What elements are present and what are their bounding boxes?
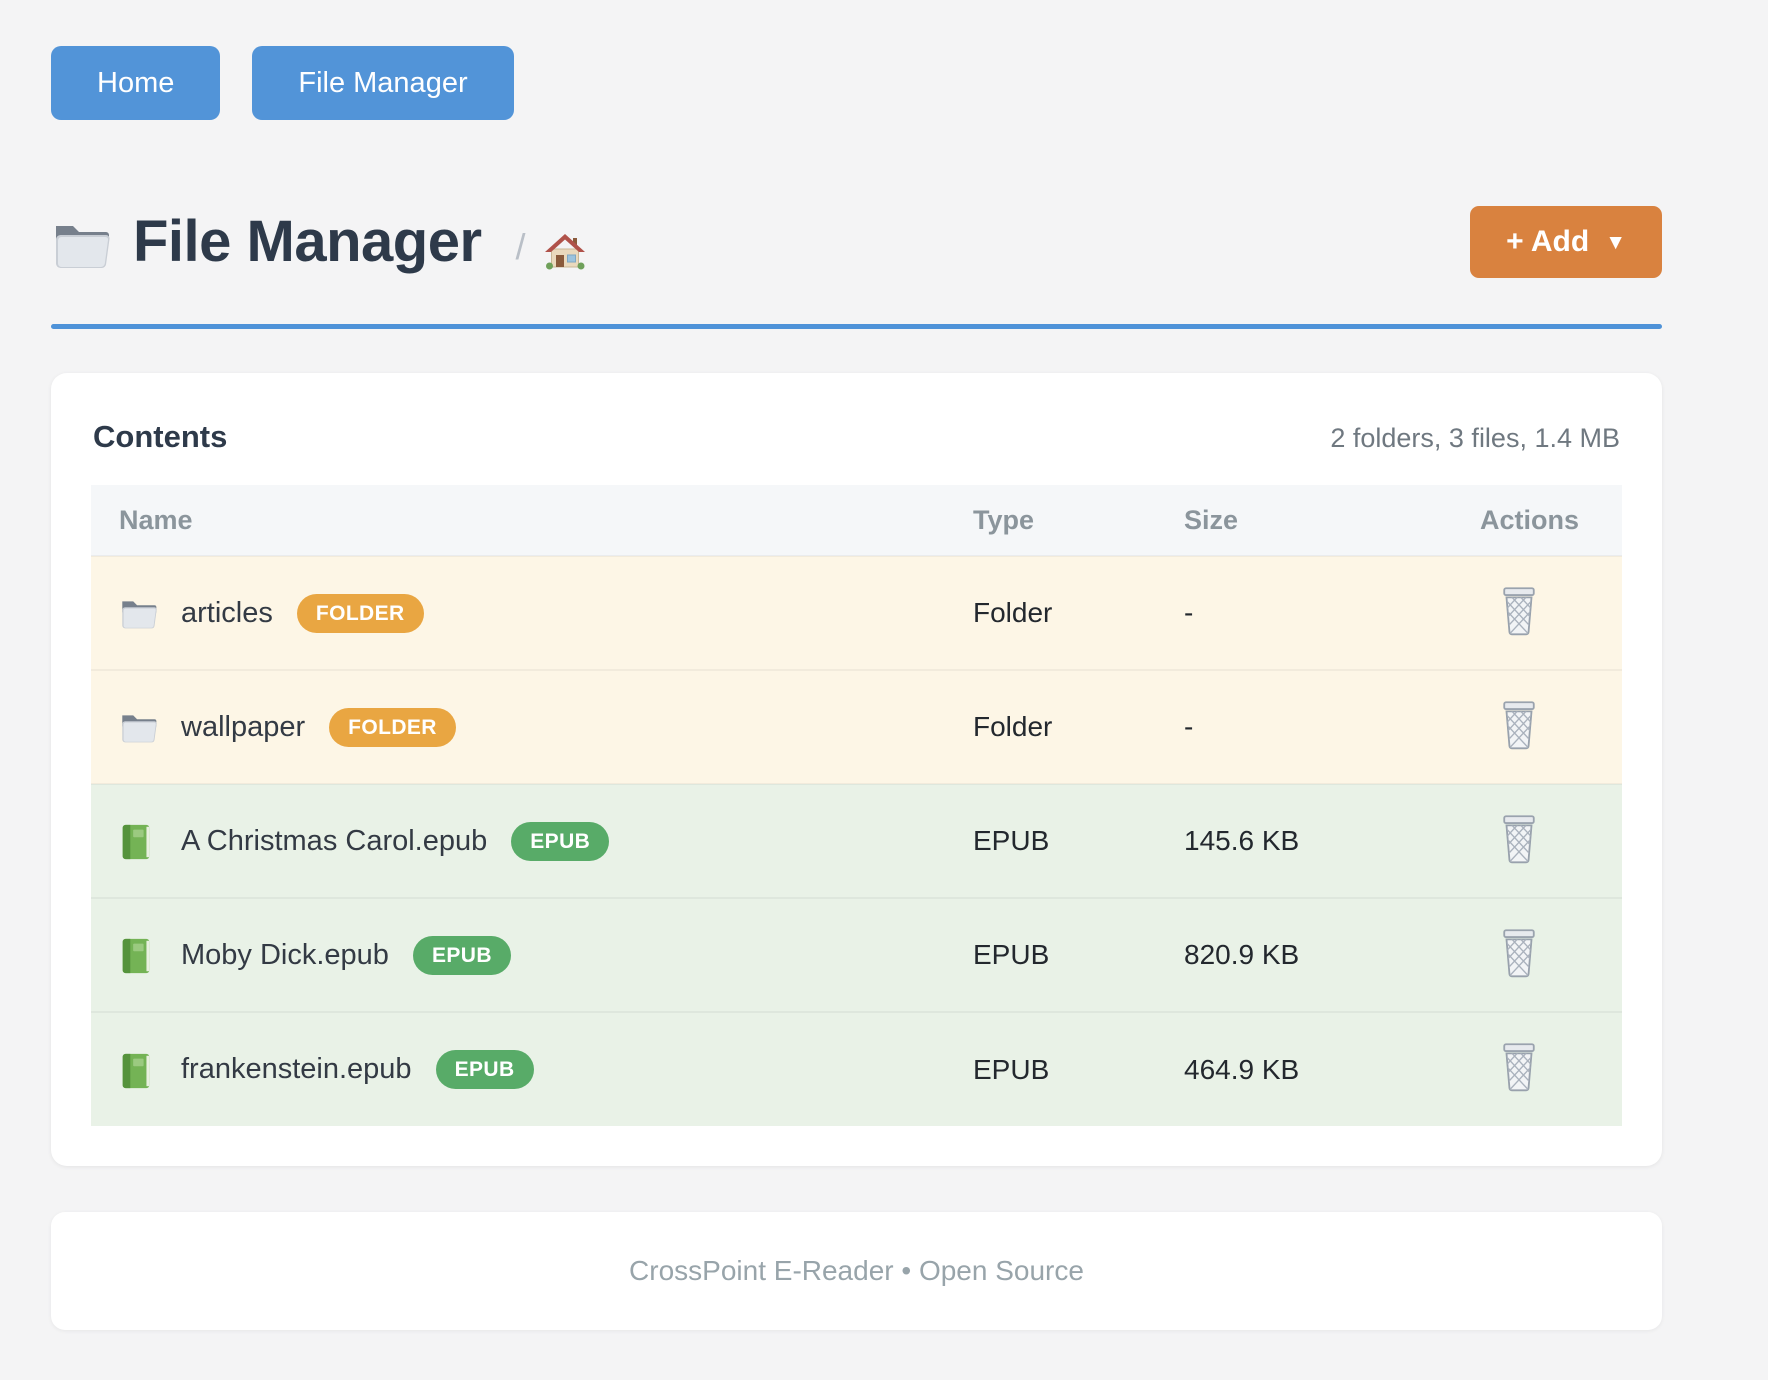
column-header-name: Name (119, 504, 193, 535)
file-type: EPUB (973, 1053, 1050, 1085)
file-type: EPUB (973, 825, 1050, 856)
file-type-badge: FOLDER (329, 707, 456, 747)
folder-icon (119, 709, 159, 745)
add-button-label: + Add (1506, 225, 1590, 258)
file-size: 820.9 KB (1184, 939, 1300, 970)
add-button[interactable]: + Add ▼ (1470, 206, 1662, 278)
file-name[interactable]: Moby Dick.epub (181, 938, 389, 971)
page-title: File Manager (133, 208, 482, 274)
file-type: Folder (973, 597, 1053, 628)
trash-icon (1496, 586, 1542, 636)
contents-card: Contents 2 folders, 3 files, 1.4 MB Name… (51, 373, 1662, 1166)
column-header-actions: Actions (1480, 504, 1580, 535)
breadcrumb-separator: / (515, 226, 526, 268)
caret-down-icon: ▼ (1605, 230, 1626, 254)
file-type-badge: EPUB (511, 821, 610, 861)
contents-card-header: Contents 2 folders, 3 files, 1.4 MB (91, 413, 1622, 455)
book-icon (119, 1052, 159, 1088)
table-row[interactable]: wallpaper FOLDER Folder - (91, 670, 1622, 784)
folder-icon (51, 216, 113, 272)
page-header: File Manager / + Add ▼ (51, 206, 1662, 278)
footer-text: CrossPoint E-Reader • Open Source (629, 1255, 1084, 1286)
footer: CrossPoint E-Reader • Open Source (51, 1212, 1662, 1330)
folder-icon (119, 595, 159, 631)
delete-button[interactable] (1496, 700, 1542, 750)
delete-button[interactable] (1496, 814, 1542, 864)
table-row[interactable]: Moby Dick.epub EPUB EPUB 820.9 KB (91, 898, 1622, 1012)
file-table-body: articles FOLDER Folder - (91, 556, 1622, 1126)
table-row[interactable]: A Christmas Carol.epub EPUB EPUB 145.6 K… (91, 784, 1622, 898)
file-name[interactable]: A Christmas Carol.epub (181, 824, 488, 857)
file-size: - (1184, 597, 1194, 628)
column-header-size: Size (1184, 504, 1239, 535)
file-name[interactable]: wallpaper (181, 710, 306, 743)
top-nav: Home File Manager (51, 0, 1662, 120)
trash-icon (1496, 700, 1542, 750)
trash-icon (1496, 1042, 1542, 1092)
title-divider (51, 324, 1662, 329)
file-table: Name Type Size Actions (91, 485, 1622, 1126)
column-header-type: Type (973, 504, 1035, 535)
contents-title: Contents (93, 419, 228, 454)
title-group: File Manager / (51, 208, 586, 274)
nav-file-manager-button[interactable]: File Manager (252, 46, 514, 120)
table-row[interactable]: articles FOLDER Folder - (91, 556, 1622, 670)
trash-icon (1496, 928, 1542, 978)
trash-icon (1496, 814, 1542, 864)
delete-button[interactable] (1496, 928, 1542, 978)
file-name[interactable]: articles (181, 596, 273, 629)
book-icon (119, 937, 159, 974)
delete-button[interactable] (1496, 586, 1542, 636)
book-icon (119, 823, 159, 860)
delete-button[interactable] (1496, 1042, 1542, 1092)
table-header-row: Name Type Size Actions (91, 485, 1622, 556)
table-row[interactable]: frankenstein.epub EPUB EPUB 464.9 KB (91, 1012, 1622, 1126)
page-container: Home File Manager File Manager / (51, 0, 1662, 1330)
home-icon[interactable] (544, 230, 586, 272)
file-size: 464.9 KB (1184, 1053, 1300, 1085)
file-type: Folder (973, 711, 1053, 742)
contents-summary: 2 folders, 3 files, 1.4 MB (1330, 423, 1620, 453)
file-size: 145.6 KB (1184, 825, 1300, 856)
file-type-badge: EPUB (435, 1050, 534, 1089)
file-name[interactable]: frankenstein.epub (181, 1053, 412, 1085)
file-size: - (1184, 711, 1194, 742)
nav-home-button[interactable]: Home (51, 46, 221, 120)
file-type-badge: EPUB (412, 935, 511, 975)
file-type: EPUB (973, 939, 1050, 970)
file-type-badge: FOLDER (296, 593, 424, 633)
